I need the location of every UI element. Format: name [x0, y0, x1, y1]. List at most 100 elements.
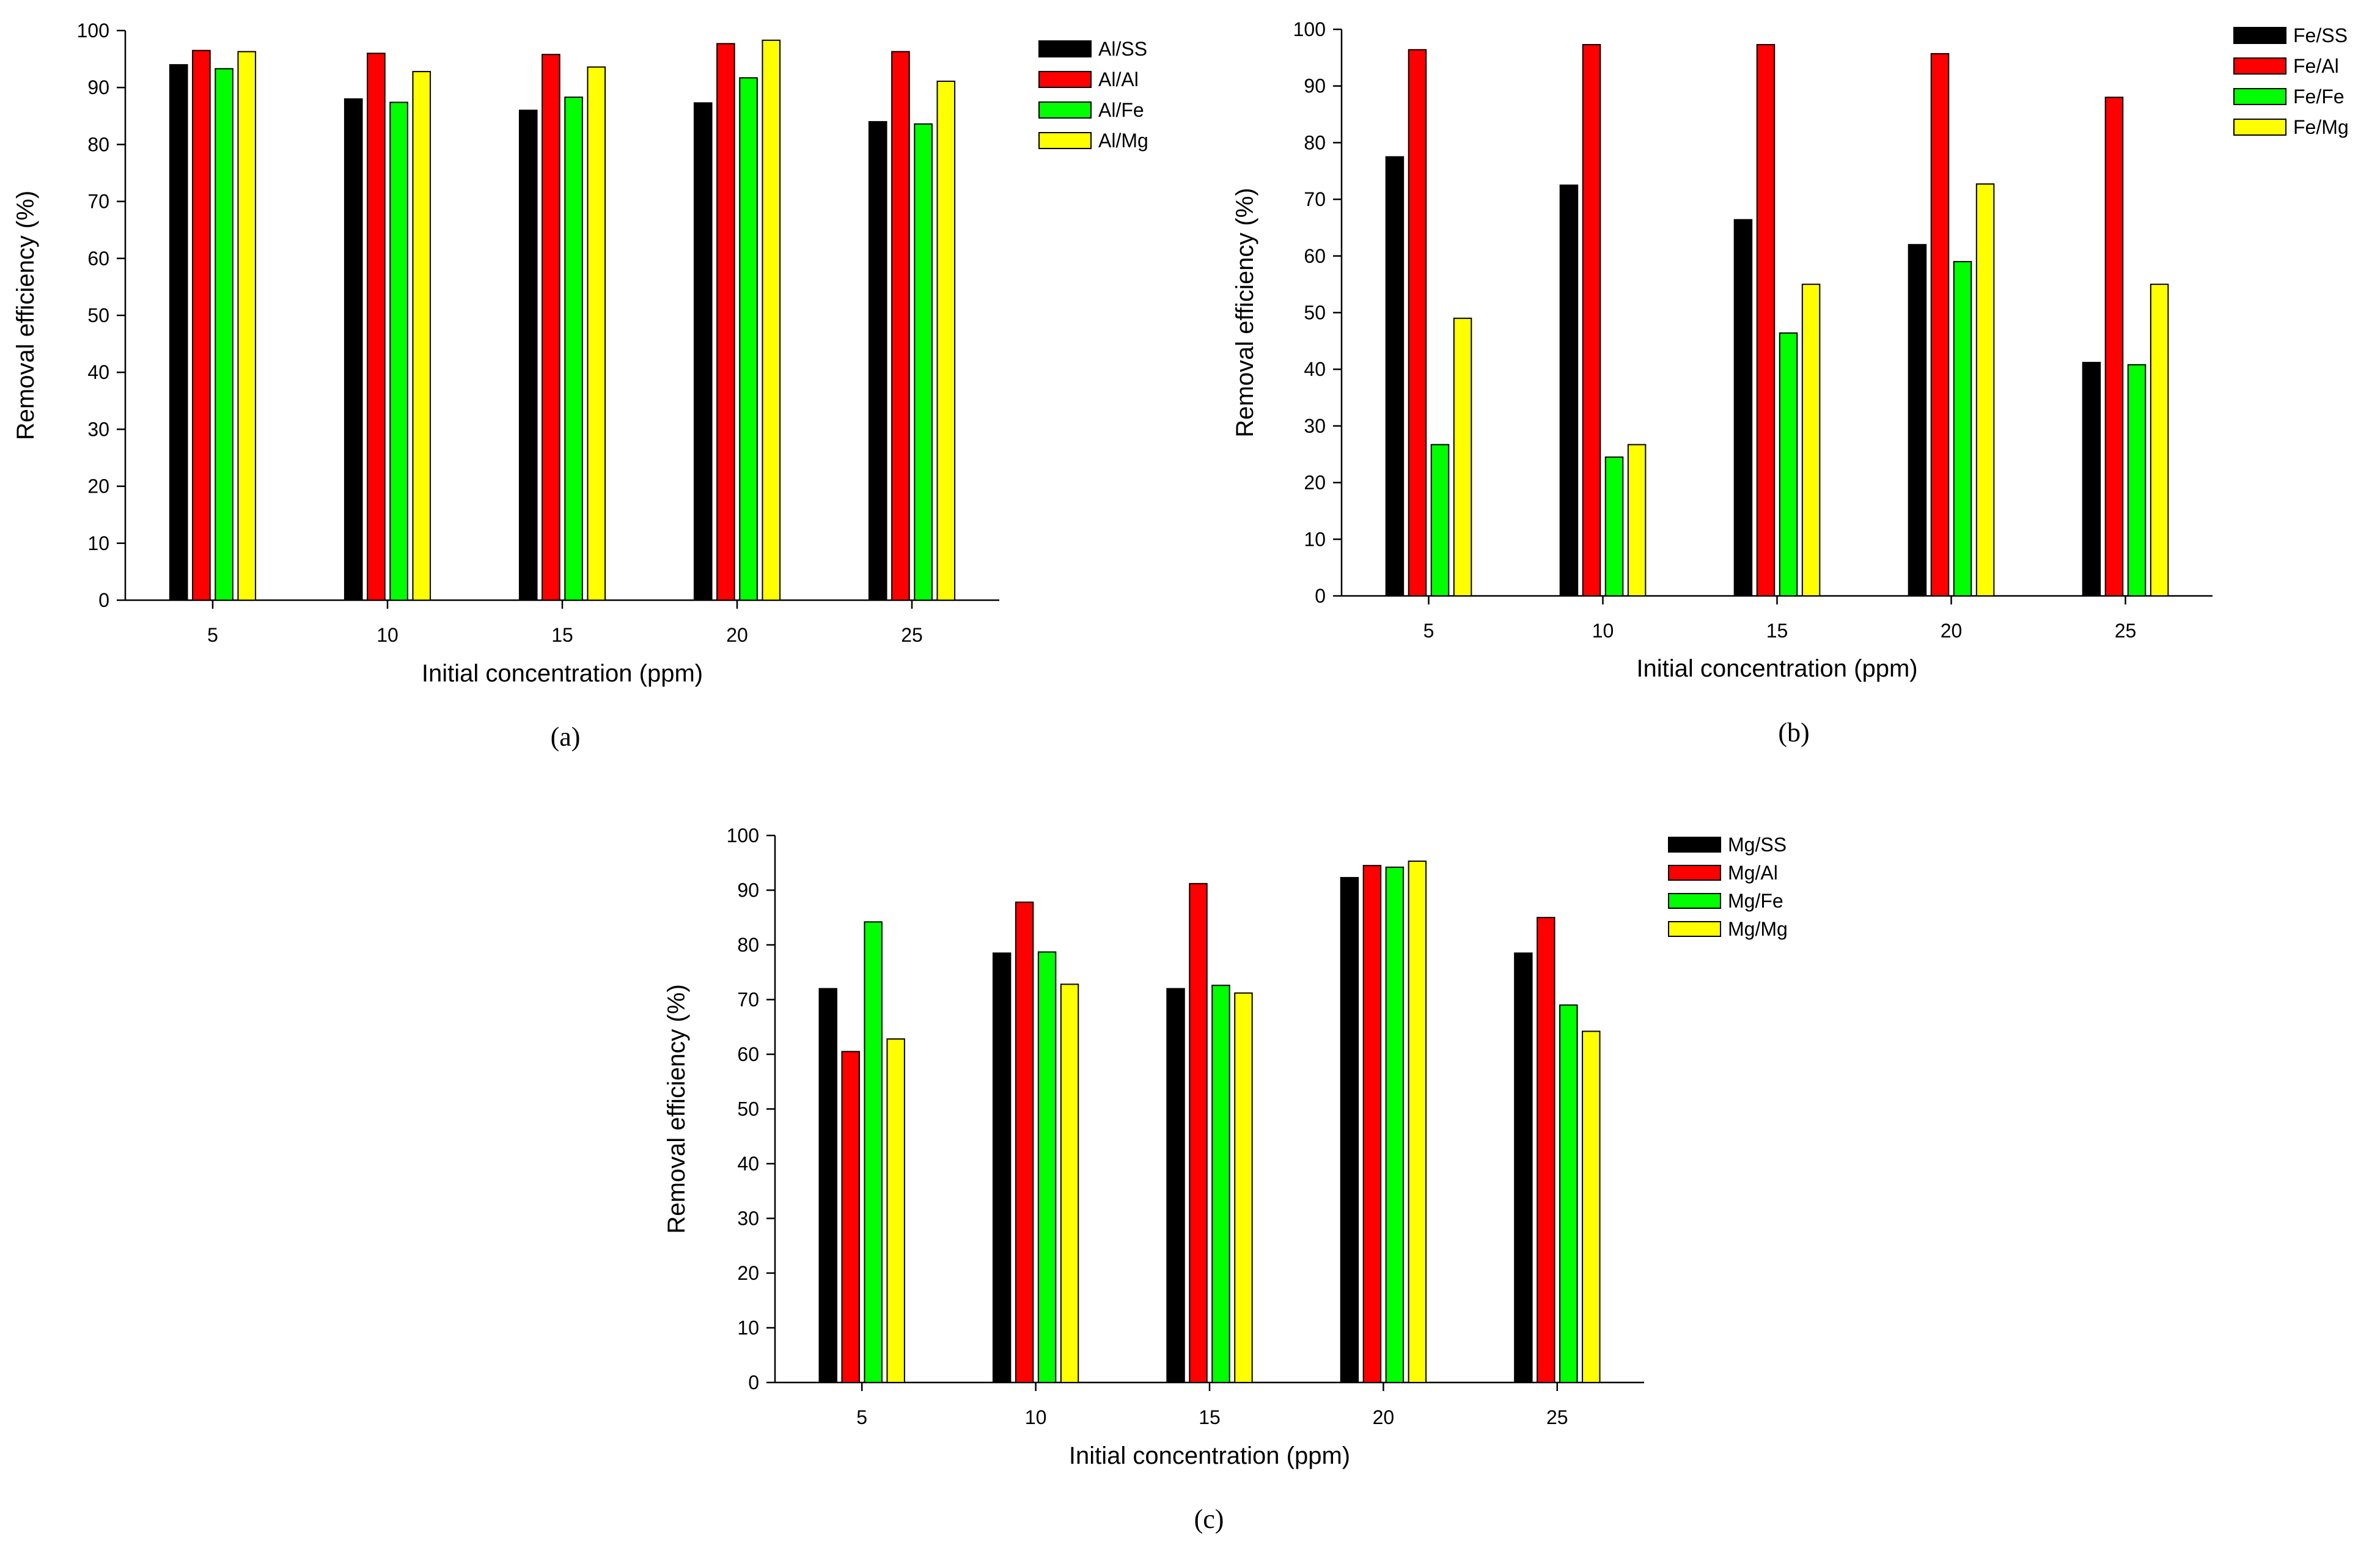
bar-al-fe-15	[564, 97, 583, 601]
y-tick-label: 90	[737, 879, 759, 901]
bar-mg-mg-20	[1408, 861, 1427, 1383]
bar-fe-mg-20	[1975, 183, 1995, 597]
y-tick-label: 80	[87, 133, 109, 155]
legend: Fe/SS Fe/Al Fe/Fe Fe/Mg	[2233, 24, 2349, 138]
x-tick-label: 15	[1766, 620, 1788, 642]
y-tick-label: 90	[87, 76, 109, 98]
legend-swatch	[1668, 921, 1721, 937]
bar-al-mg-15	[587, 66, 606, 601]
bar-al-mg-5	[237, 51, 257, 601]
y-axis-title: Removal efficiency (%)	[12, 191, 39, 440]
x-tick-label: 10	[1592, 620, 1614, 642]
y-tick-label: 30	[737, 1208, 759, 1230]
y-tick-label: 50	[87, 304, 109, 326]
bar-fe-ss-15	[1733, 219, 1753, 597]
bar-fe-al-15	[1756, 44, 1776, 597]
y-tick-label: 90	[1304, 75, 1326, 97]
bar-mg-fe-15	[1211, 985, 1230, 1383]
bar-al-al-15	[542, 54, 560, 601]
legend-swatch	[1038, 40, 1092, 57]
bar-al-ss-25	[868, 121, 887, 601]
legend-swatch	[1038, 132, 1092, 149]
bar-mg-mg-25	[1582, 1030, 1601, 1384]
y-tick-label: 70	[87, 191, 109, 213]
bar-mg-al-25	[1537, 917, 1555, 1383]
bar-al-al-5	[192, 50, 211, 601]
bar-al-fe-25	[914, 123, 933, 601]
bar-fe-mg-25	[2150, 284, 2169, 597]
x-axis-title: Initial concentration (ppm)	[422, 660, 703, 687]
bar-mg-al-10	[1015, 901, 1034, 1383]
x-tick-label: 20	[1941, 620, 1963, 642]
bar-mg-ss-10	[992, 952, 1012, 1384]
y-tick-label: 0	[748, 1371, 759, 1393]
bar-fe-mg-15	[1801, 284, 1821, 597]
y-tick-label: 20	[87, 475, 109, 497]
bar-al-mg-25	[936, 80, 956, 601]
bar-fe-mg-5	[1453, 317, 1472, 597]
panel-caption: (c)	[1194, 1504, 1224, 1534]
y-tick-label: 30	[87, 418, 109, 440]
y-axis-title: Removal efficiency (%)	[1232, 188, 1258, 437]
y-tick-label: 60	[737, 1043, 759, 1065]
y-tick-label: 70	[737, 989, 759, 1011]
x-tick-label: 5	[856, 1406, 867, 1428]
bar-fe-fe-10	[1604, 456, 1624, 597]
x-tick-label: 5	[1423, 620, 1434, 642]
legend-label: Al/SS	[1098, 38, 1147, 60]
legend-swatch	[2233, 88, 2286, 105]
x-axis-title: Initial concentration (ppm)	[1636, 655, 1917, 682]
legend: Al/SS Al/Al Al/Fe Al/Mg	[1038, 38, 1148, 152]
bar-al-fe-20	[739, 77, 758, 601]
y-tick-label: 50	[737, 1098, 759, 1120]
legend-label: Mg/Al	[1728, 862, 1778, 884]
y-tick-label: 70	[1304, 188, 1326, 210]
y-tick-label: 40	[1304, 358, 1326, 380]
bar-mg-ss-20	[1340, 876, 1359, 1384]
bar-fe-fe-5	[1430, 444, 1450, 597]
bar-mg-fe-20	[1385, 866, 1405, 1384]
bar-fe-al-10	[1582, 44, 1601, 597]
bar-fe-ss-20	[1908, 244, 1927, 597]
y-tick-label: 60	[1304, 245, 1326, 267]
legend-label: Fe/Al	[2293, 55, 2339, 77]
y-tick-label: 60	[87, 248, 109, 270]
y-tick-label: 40	[737, 1153, 759, 1175]
bar-al-al-20	[716, 43, 735, 601]
bar-mg-mg-10	[1060, 983, 1079, 1383]
panel-caption: (a)	[551, 722, 581, 752]
legend: Mg/SS Mg/Al Mg/Fe Mg/Mg	[1668, 834, 1788, 940]
chart-panel-c: 0 10 20 30 40 50 60 70 80 90 100 5 10 15 20 25 Initial c…	[663, 824, 1788, 1534]
bar-fe-ss-5	[1385, 156, 1405, 597]
y-tick-label: 80	[737, 934, 759, 956]
bar-mg-ss-25	[1514, 952, 1533, 1384]
x-tick-label: 20	[726, 624, 748, 646]
bar-mg-mg-15	[1234, 992, 1253, 1383]
bar-fe-ss-25	[2082, 362, 2101, 597]
bar-mg-mg-5	[886, 1038, 905, 1383]
legend-label: Al/Al	[1098, 68, 1139, 90]
x-tick-label: 25	[901, 624, 923, 646]
y-tick-label: 0	[1315, 585, 1326, 607]
legend-label: Mg/SS	[1728, 834, 1787, 856]
panel-caption: (b)	[1778, 718, 1809, 747]
x-axis-title: Initial concentration (ppm)	[1069, 1442, 1350, 1469]
bar-fe-al-20	[1930, 53, 1950, 597]
x-tick-label: 15	[551, 624, 573, 646]
chart-panel-a: 0 10 20 30 40 50 60 70 80 90 100 5 10 15 20 25 Initial c…	[12, 20, 1148, 752]
bar-mg-al-5	[841, 1051, 860, 1383]
y-tick-label: 40	[87, 361, 109, 383]
y-tick-label: 100	[1293, 18, 1326, 40]
legend-label: Al/Mg	[1098, 130, 1148, 152]
bar-fe-mg-10	[1627, 444, 1647, 597]
legend-swatch	[1668, 865, 1721, 881]
y-tick-label: 100	[727, 824, 759, 846]
bar-fe-fe-25	[2127, 364, 2147, 597]
y-tick-label: 20	[1304, 472, 1326, 494]
legend-label: Mg/Mg	[1728, 918, 1788, 940]
x-tick-label: 15	[1199, 1406, 1221, 1428]
bar-al-mg-10	[412, 71, 432, 601]
y-tick-label: 80	[1304, 131, 1326, 153]
legend-label: Fe/Fe	[2293, 86, 2345, 108]
